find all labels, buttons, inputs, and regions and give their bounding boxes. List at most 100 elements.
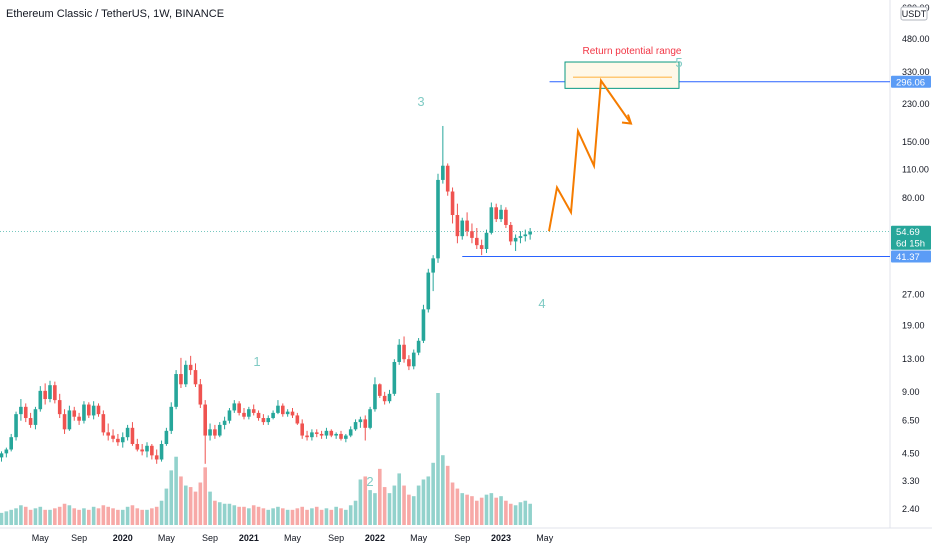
candle-body	[227, 410, 232, 421]
candle-body	[324, 430, 329, 436]
candle-body	[276, 405, 280, 413]
candle-body	[38, 390, 43, 410]
candle-body	[382, 395, 387, 402]
candle-body	[217, 424, 222, 436]
candle-body	[494, 207, 498, 220]
x-tick-label: 2020	[113, 533, 133, 543]
volume-bar	[193, 491, 198, 525]
volume-bar	[169, 470, 174, 525]
candle-body	[174, 374, 178, 407]
candle-body	[154, 455, 159, 460]
candle-body	[116, 438, 120, 443]
volume-bar	[387, 493, 392, 525]
candle-body	[14, 414, 18, 438]
volume-bar	[125, 506, 130, 525]
volume-bar	[382, 487, 387, 525]
volume-bar	[339, 508, 343, 525]
x-tick-label: Sep	[202, 533, 218, 543]
volume-bar	[489, 493, 494, 525]
volume-bar	[237, 506, 241, 525]
volume-bar	[242, 506, 246, 525]
y-tick-label: 480.00	[902, 34, 930, 44]
candle-body	[242, 412, 246, 417]
volume-bar	[479, 497, 484, 525]
volume-bar	[300, 506, 304, 525]
candle-body	[455, 215, 460, 237]
candle-body	[348, 429, 353, 436]
candle-body	[484, 232, 489, 249]
candle-body	[368, 409, 372, 428]
volume-bar	[499, 496, 503, 525]
candle-body	[140, 449, 144, 452]
volume-bar	[135, 508, 140, 525]
y-tick-label: 27.00	[902, 289, 925, 299]
target-price-tag-bg	[891, 75, 931, 88]
x-tick-label: May	[158, 533, 176, 543]
candle-body	[436, 179, 440, 259]
wave-label: 3	[417, 94, 424, 109]
candle-body	[378, 384, 382, 396]
volume-bar	[402, 485, 406, 525]
volume-bar	[353, 500, 358, 525]
volume-bar	[77, 509, 81, 525]
volume-bar	[48, 509, 52, 525]
candle-body	[479, 245, 484, 249]
candle-body	[528, 231, 532, 235]
volume-bar	[111, 508, 115, 525]
candle-body	[208, 429, 212, 436]
candle-body	[499, 209, 503, 220]
volume-bar	[140, 509, 144, 525]
volume-bar	[441, 455, 445, 525]
volume-bar	[285, 509, 290, 525]
x-tick-label: Sep	[454, 533, 470, 543]
support-price-tag-bg	[891, 250, 931, 263]
candle-body	[358, 419, 363, 423]
candle-body	[407, 359, 411, 367]
volume-bar	[411, 496, 416, 525]
candle-body	[184, 364, 188, 385]
candle-body	[363, 419, 368, 428]
volume-bar	[164, 488, 169, 525]
candle-body	[130, 427, 135, 445]
volume-bar	[426, 476, 431, 525]
candle-body	[426, 272, 431, 310]
volume-bar	[87, 509, 91, 525]
volume-bar	[368, 490, 372, 525]
candle-body	[314, 432, 319, 434]
volume-bar	[378, 468, 382, 525]
candle-body	[62, 414, 67, 430]
candle-body	[431, 258, 435, 273]
volume-bar	[57, 506, 62, 525]
candle-body	[411, 352, 416, 367]
volume-bar	[116, 509, 120, 525]
volume-bar	[232, 505, 237, 525]
volume-bar	[67, 505, 72, 525]
volume-bar	[43, 509, 47, 525]
current-price-tag: 54.69	[896, 227, 920, 238]
volume-bar	[470, 496, 474, 525]
volume-bar	[256, 506, 261, 525]
y-tick-label: 6.50	[902, 416, 920, 426]
wave-label: 1	[253, 354, 260, 369]
volume-bar	[28, 509, 33, 525]
currency-label: USDT	[902, 9, 927, 19]
candle-body	[0, 453, 4, 458]
candle-body	[266, 418, 271, 423]
volume-bar	[334, 506, 338, 525]
candle-body	[53, 385, 57, 401]
candle-body	[319, 433, 324, 436]
candle-body	[475, 237, 479, 246]
candle-body	[416, 340, 421, 353]
volume-bar	[431, 462, 435, 525]
volume-bar	[484, 494, 489, 525]
wave-label: 4	[538, 296, 545, 311]
candle-body	[392, 361, 397, 394]
candle-body	[251, 409, 256, 413]
candle-body	[300, 423, 304, 436]
candle-body	[101, 414, 106, 433]
candle-body	[33, 409, 38, 425]
y-tick-label: 4.50	[902, 448, 920, 458]
volume-bar	[445, 465, 450, 525]
volume-bar	[310, 508, 314, 525]
